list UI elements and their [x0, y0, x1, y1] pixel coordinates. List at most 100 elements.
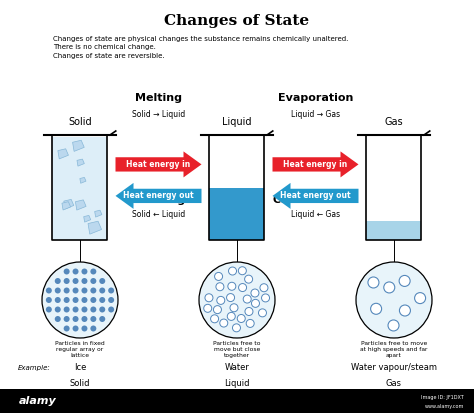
Bar	[354, 394, 356, 413]
Circle shape	[199, 262, 275, 338]
Bar	[284, 394, 286, 413]
Polygon shape	[77, 159, 84, 166]
Circle shape	[238, 267, 246, 275]
Bar	[260, 394, 262, 413]
Bar	[450, 394, 452, 413]
Bar	[403, 394, 405, 413]
Polygon shape	[73, 140, 84, 152]
Text: Liquid → Gas: Liquid → Gas	[291, 110, 340, 119]
Polygon shape	[53, 137, 108, 240]
Circle shape	[245, 308, 253, 316]
Bar	[272, 394, 274, 413]
Bar	[36, 394, 37, 413]
Bar	[24, 394, 26, 413]
Bar	[43, 394, 45, 413]
Bar	[273, 394, 275, 413]
Bar	[398, 394, 400, 413]
Bar	[290, 394, 292, 413]
Bar	[238, 394, 240, 413]
Bar	[90, 394, 91, 413]
Bar	[49, 394, 51, 413]
Bar	[402, 394, 404, 413]
Bar	[119, 394, 121, 413]
Bar	[125, 394, 127, 413]
Bar	[311, 394, 313, 413]
Bar	[263, 394, 265, 413]
Circle shape	[73, 325, 79, 332]
Bar	[241, 394, 243, 413]
Bar	[392, 394, 394, 413]
Bar	[176, 394, 178, 413]
Bar	[307, 394, 309, 413]
Bar	[247, 394, 249, 413]
Bar	[211, 394, 213, 413]
Bar	[40, 394, 42, 413]
Bar	[431, 394, 433, 413]
Bar	[163, 394, 164, 413]
Circle shape	[99, 306, 105, 313]
Circle shape	[384, 282, 395, 293]
Bar	[320, 394, 322, 413]
Bar	[424, 394, 426, 413]
Polygon shape	[210, 188, 264, 240]
Bar	[52, 394, 54, 413]
Bar	[256, 394, 258, 413]
Bar	[387, 394, 389, 413]
Bar	[253, 394, 255, 413]
Bar	[203, 394, 205, 413]
Bar	[352, 394, 354, 413]
Bar	[345, 394, 347, 413]
Bar	[21, 394, 23, 413]
Bar	[401, 394, 402, 413]
Circle shape	[82, 297, 87, 303]
Bar	[18, 394, 20, 413]
Bar	[440, 394, 442, 413]
Bar	[128, 394, 129, 413]
Bar	[66, 394, 68, 413]
Bar	[57, 394, 59, 413]
Bar	[437, 394, 439, 413]
Bar	[205, 394, 207, 413]
Bar	[47, 394, 49, 413]
Text: Changes of state are physical changes the substance remains chemically unaltered: Changes of state are physical changes th…	[53, 36, 348, 59]
Bar	[215, 394, 217, 413]
Bar	[46, 394, 48, 413]
Bar	[433, 394, 435, 413]
Circle shape	[55, 297, 61, 303]
Bar	[208, 394, 210, 413]
Bar	[342, 394, 344, 413]
Bar	[120, 394, 122, 413]
Bar	[314, 394, 316, 413]
Bar	[206, 394, 208, 413]
Bar	[152, 394, 154, 413]
Polygon shape	[366, 221, 421, 240]
Circle shape	[217, 297, 225, 304]
Bar	[259, 394, 261, 413]
Bar	[144, 394, 146, 413]
Bar	[168, 394, 170, 413]
Bar	[313, 394, 315, 413]
Bar	[408, 394, 410, 413]
Bar	[224, 394, 226, 413]
Bar	[409, 394, 411, 413]
Circle shape	[230, 304, 238, 312]
Text: Freezing: Freezing	[132, 195, 185, 205]
Bar	[219, 394, 221, 413]
Bar	[148, 394, 150, 413]
Bar	[109, 394, 110, 413]
Polygon shape	[88, 221, 101, 234]
Bar	[377, 394, 379, 413]
Bar	[364, 394, 366, 413]
Bar	[81, 394, 83, 413]
Circle shape	[108, 306, 114, 313]
Bar	[441, 394, 443, 413]
Bar	[339, 394, 341, 413]
Bar	[170, 394, 172, 413]
Bar	[151, 394, 153, 413]
Bar	[62, 394, 64, 413]
Circle shape	[204, 304, 212, 312]
Bar	[234, 394, 236, 413]
Bar	[288, 394, 290, 413]
Bar	[415, 394, 417, 413]
Circle shape	[216, 283, 224, 291]
